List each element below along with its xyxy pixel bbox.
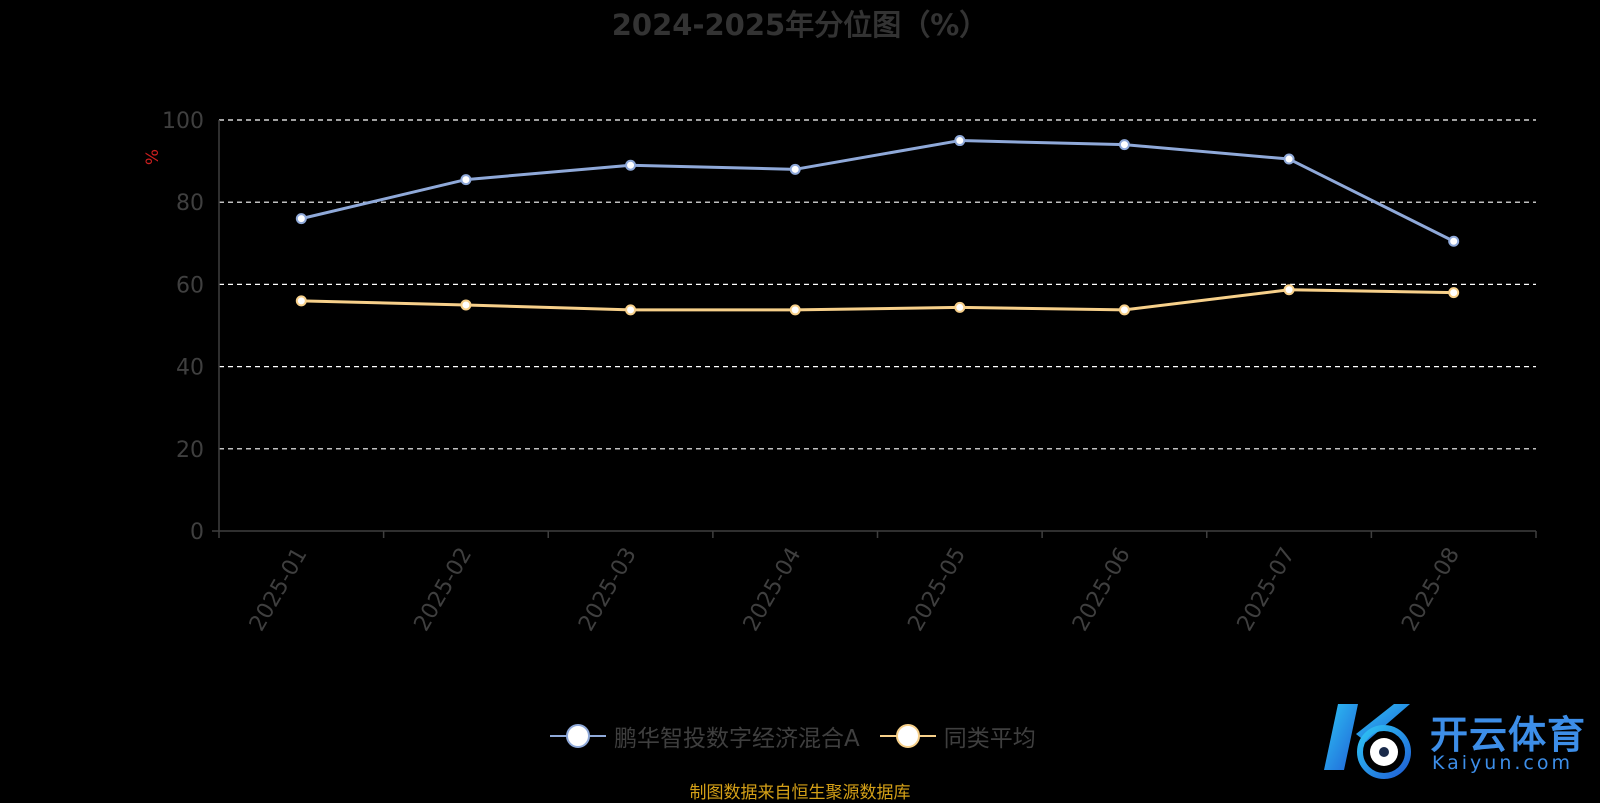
- legend-label-fund: 鹏华智投数字经济混合A: [614, 726, 860, 752]
- data-point-1-2: [625, 304, 637, 316]
- series-line-1: [301, 288, 1454, 312]
- data-point-0-0: [295, 213, 307, 225]
- y-tick-label: 20: [176, 438, 204, 463]
- y-tick-label: 80: [176, 191, 204, 216]
- legend-label-average: 同类平均: [943, 726, 1036, 752]
- x-tick-label: 2025-03: [574, 544, 642, 636]
- x-tick-label: 2025-07: [1233, 544, 1301, 636]
- kaiyun-logo-icon: [1324, 704, 1411, 779]
- watermark-en: Kaiyun.com: [1432, 752, 1573, 774]
- chart-legend[interactable]: 鹏华智投数字经济混合A 同类平均: [550, 716, 1036, 756]
- data-point-0-3: [789, 163, 801, 175]
- x-tick-label: 2025-01: [245, 544, 313, 636]
- data-point-0-2: [625, 159, 637, 171]
- data-point-0-5: [1118, 139, 1130, 151]
- x-tick-label: 2025-04: [739, 544, 807, 636]
- chart-title: 2024-2025年分位图（%）: [611, 8, 989, 42]
- data-point-1-0: [295, 295, 307, 307]
- y-tick-label: 0: [190, 520, 204, 545]
- data-point-1-5: [1118, 304, 1130, 316]
- data-point-0-1: [460, 174, 472, 186]
- data-point-1-6: [1283, 284, 1295, 296]
- y-tick-label: 60: [176, 273, 204, 298]
- legend-swatch-average: [879, 721, 936, 751]
- y-axis-label: %: [143, 149, 163, 165]
- y-tick-label: 40: [176, 356, 204, 381]
- x-tick-label: 2025-08: [1397, 544, 1465, 636]
- legend-item-average[interactable]: 同类平均: [879, 719, 1036, 753]
- x-tick-label: 2025-02: [410, 544, 478, 636]
- series-line-0: [300, 139, 1455, 243]
- data-point-0-6: [1283, 153, 1295, 165]
- x-tick-label: 2025-06: [1068, 544, 1136, 636]
- data-point-1-4: [954, 301, 966, 313]
- kaiyun-logo: 开云体育 Kaiyun.com: [1310, 700, 1590, 785]
- legend-swatch-fund: [550, 721, 606, 751]
- data-point-1-7: [1448, 287, 1460, 299]
- y-tick-label: 100: [162, 109, 204, 134]
- data-point-1-3: [789, 304, 801, 316]
- data-point-1-1: [460, 299, 472, 311]
- legend-item-fund[interactable]: 鹏华智投数字经济混合A: [550, 719, 860, 753]
- source-note: 制图数据来自恒生聚源数据库: [689, 783, 911, 803]
- data-point-0-4: [954, 135, 966, 147]
- x-tick-label: 2025-05: [903, 544, 971, 636]
- data-point-0-7: [1448, 235, 1460, 247]
- watermark-cn: 开云体育: [1430, 713, 1587, 757]
